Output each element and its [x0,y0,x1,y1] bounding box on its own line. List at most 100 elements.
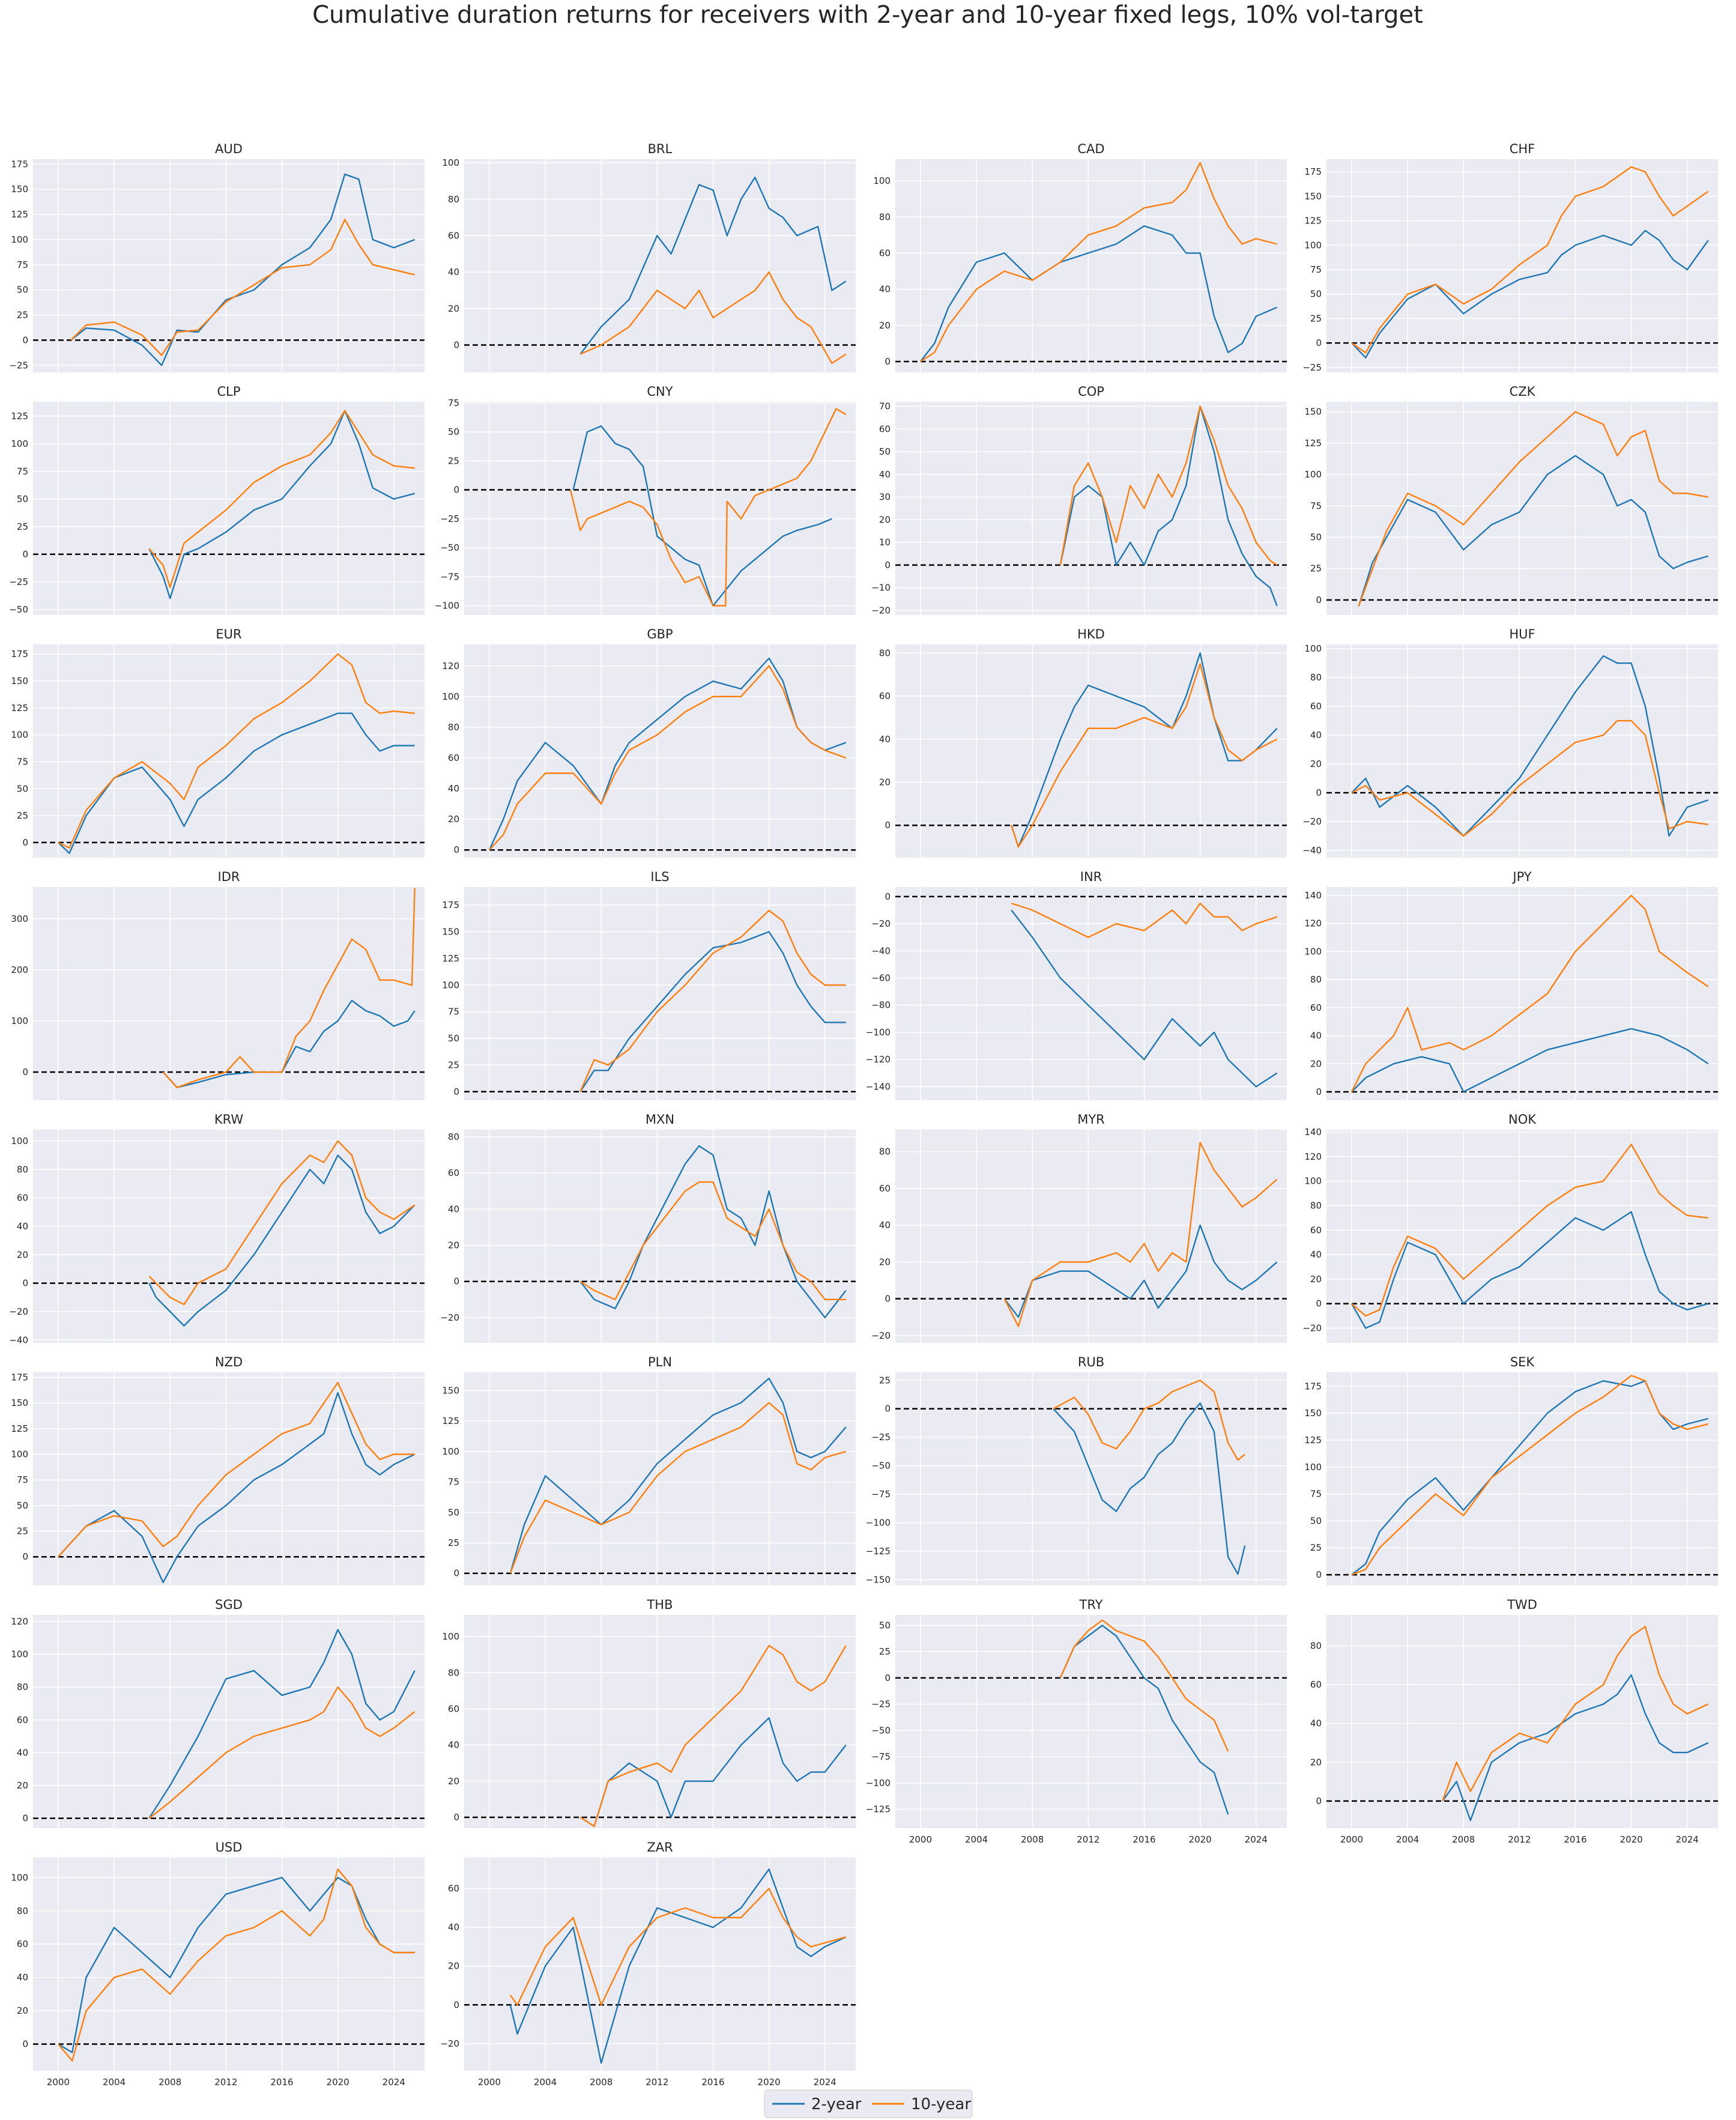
panel-title: BRL [648,142,673,156]
y-tick-label: 80 [1310,1200,1322,1211]
y-tick-label: 100 [1304,240,1322,250]
y-tick-label: 75 [17,259,28,270]
y-tick-label: 125 [11,209,28,220]
series-line-10-year [1442,1626,1709,1802]
y-tick-label: −20 [871,918,891,929]
y-tick-label: 0 [885,820,891,831]
series-line-2-year [572,425,832,607]
y-tick-label: 20 [1310,1757,1322,1767]
y-tick-label: 80 [879,1146,891,1157]
y-tick-label: −80 [871,1000,891,1011]
y-tick-label: 25 [448,1537,459,1548]
y-tick-label: 80 [17,1164,28,1175]
y-tick-label: −40 [1302,845,1322,856]
y-tick-label: 40 [448,1922,459,1933]
series-line-2-year [1003,1224,1278,1318]
plot-area [33,402,425,615]
y-tick-label: 60 [1310,1679,1322,1690]
series-line-2-year [579,1717,847,1828]
y-tick-label: −125 [866,1804,891,1815]
series-line-10-year [579,1181,846,1300]
panel-title: EUR [216,627,241,641]
plot-area [33,1130,425,1343]
y-tick-label: −25 [440,513,459,524]
x-tick-label: 2004 [965,1834,988,1845]
y-tick-label: 20 [17,1780,28,1791]
y-tick-label: 0 [885,356,891,367]
y-tick-label: 100 [11,1449,28,1460]
plot-area [1326,159,1718,372]
series-line-10-year [148,1686,416,1819]
series-line-10-year [70,219,415,356]
series-line-10-year [1351,1143,1708,1317]
panel-inr: −140 −120 −100 −80 −60 −40 −20 0 INR [866,870,1287,1100]
y-tick-label: 0 [453,1276,459,1287]
y-tick-label: 60 [1310,1225,1322,1235]
y-tick-label: 150 [1304,407,1322,417]
plot-area [895,1615,1287,1828]
panel-chf: −25 0 25 50 75 100 125 150 175 CHF [1302,142,1718,373]
series-line-2-year [148,1629,416,1819]
panel-title: NZD [215,1355,243,1369]
y-tick-label: 150 [442,1385,459,1396]
y-tick-label: 60 [17,1715,28,1725]
y-tick-label: 20 [1310,1274,1322,1285]
series-line-10-year [579,1644,847,1828]
y-tick-label: −20 [9,1306,28,1317]
y-tick-label: −20 [871,605,891,616]
x-tick-label: 2016 [701,2077,724,2088]
y-tick-label: 10 [879,537,891,548]
y-tick-label: 100 [11,234,28,245]
y-tick-label: 0 [1316,338,1322,348]
panel-jpy: 0 20 40 60 80 100 120 140 JPY [1304,870,1718,1100]
y-tick-label: 25 [1310,563,1322,574]
y-tick-label: 100 [11,1872,28,1883]
chart-grid: −250255075100125150175AUD020406080100BRL… [9,142,1718,2088]
legend-label-2-year: 2-year [811,2095,862,2113]
series-line-2-year [1059,405,1278,607]
y-tick-label: 20 [17,2005,28,2016]
panel-zar: −20 0 20 40 60 2000 2004 2008 2012 2016 2020 2024 ZA… [440,1840,856,2088]
y-tick-label: −100 [866,1027,891,1038]
y-tick-label: −50 [440,542,459,553]
x-tick-label: 2020 [758,2077,781,2088]
panel-usd: 0 20 40 60 80 100 2000 2004 2008 2012 2016 2020 2024… [11,1840,425,2088]
plot-area [33,159,425,372]
x-tick-label: 2020 [1620,1834,1643,1845]
x-tick-label: 2008 [159,2077,181,2088]
y-tick-label: 140 [1304,890,1322,901]
plot-area [33,1372,425,1585]
y-tick-label: 0 [885,1673,891,1683]
y-tick-label: 150 [1304,1408,1322,1419]
y-tick-label: 100 [11,438,28,449]
y-tick-label: 60 [17,1193,28,1204]
panel-title: CLP [217,384,240,399]
panel-gbp: 0 20 40 60 80 100 120 GBP [442,627,856,858]
y-tick-label: 50 [17,1500,28,1511]
y-tick-label: −20 [871,1330,891,1341]
y-tick-label: 40 [17,1221,28,1232]
y-tick-label: 25 [1310,1542,1322,1553]
panel-title: USD [216,1840,243,1855]
plot-area [464,1130,856,1343]
panel-title: CHF [1510,142,1535,156]
y-tick-label: 60 [448,1168,459,1178]
series-line-2-year [1442,1674,1709,1822]
panel-cny: −100 −75 −50 −25 0 25 50 75 CNY [435,384,856,615]
plot-area [1326,644,1718,858]
plot-area [464,887,856,1100]
series-line-10-year [920,162,1277,362]
x-tick-label: 2020 [1189,1834,1212,1845]
y-tick-label: 75 [17,1474,28,1485]
panel-title: ZAR [647,1840,673,1855]
y-tick-label: 20 [17,1249,28,1260]
y-tick-label: 60 [879,423,891,434]
plot-area [33,887,425,1100]
x-tick-label: 2012 [646,2077,668,2088]
y-tick-label: 80 [448,1131,459,1142]
panel-title: KRW [214,1112,244,1127]
panel-title: HUF [1509,627,1535,641]
plot-area [895,887,1287,1100]
panel-try: −125 −100 −75 −50 −25 0 25 50 2000 2004 2008 2012 20… [866,1598,1287,1845]
y-tick-label: 125 [11,1423,28,1434]
